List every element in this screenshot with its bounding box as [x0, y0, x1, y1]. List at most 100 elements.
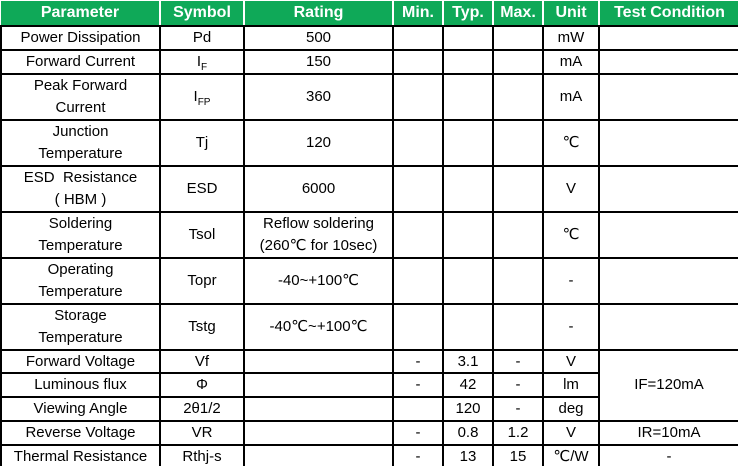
table-row-luminous-flux: Luminous flux Φ - 42 - lm — [0, 372, 738, 398]
cell-symbol: Φ — [159, 372, 245, 398]
table-row-soldering-temperature: Soldering Temperature Tsol Reflow solder… — [0, 210, 738, 259]
cell-typ — [442, 48, 494, 75]
cell-unit: mA — [542, 72, 600, 121]
cell-rating: 500 — [243, 25, 394, 51]
cell-test-condition — [598, 118, 738, 167]
col-header-test-condition: Test Condition — [598, 1, 738, 27]
cell-rating: 150 — [243, 48, 394, 75]
cell-symbol: 2θ1/2 — [159, 396, 245, 422]
cell-min: - — [392, 372, 444, 398]
cell-min — [392, 118, 444, 167]
cell-unit: deg — [542, 396, 600, 422]
cell-symbol: ESD — [159, 164, 245, 213]
cell-typ: 0.8 — [442, 419, 494, 446]
col-header-parameter: Parameter — [1, 1, 160, 27]
table-row-junction-temperature: Junction Temperature Tj 120 ℃ — [0, 118, 738, 167]
cell-rating: -40~+100℃ — [243, 256, 394, 305]
cell-parameter: Operating Temperature — [0, 256, 161, 305]
cell-symbol: Rthj-s — [159, 443, 245, 466]
header-row: Parameter Symbol Rating Min. Typ. Max. U… — [1, 1, 738, 27]
cell-parameter: Luminous flux — [0, 372, 161, 398]
cell-parameter: ESD Resistance ( HBM ) — [0, 164, 161, 213]
cell-parameter: Forward Current — [0, 48, 161, 75]
cell-typ: 120 — [442, 396, 494, 422]
cell-min: - — [392, 443, 444, 466]
table-row-forward-current: Forward Current IF 150 mA — [0, 48, 738, 75]
cell-symbol: Tj — [159, 118, 245, 167]
table-row-power-dissipation: Power Dissipation Pd 500 mW — [0, 25, 738, 51]
cell-rating: 120 — [243, 118, 394, 167]
cell-max — [492, 25, 544, 51]
cell-symbol: Vf — [159, 348, 245, 375]
col-header-rating: Rating — [243, 1, 393, 27]
cell-symbol: IFP — [159, 72, 245, 121]
col-header-symbol: Symbol — [159, 1, 244, 27]
cell-unit: V — [542, 164, 600, 213]
cell-parameter: Peak Forward Current — [0, 72, 161, 121]
cell-test-condition-merged: IF=120mA — [598, 348, 738, 422]
cell-min — [392, 164, 444, 213]
cell-typ — [442, 256, 494, 305]
cell-max — [492, 118, 544, 167]
cell-rating — [243, 372, 394, 398]
cell-max — [492, 302, 544, 351]
cell-typ — [442, 210, 494, 259]
cell-symbol: IF — [159, 48, 245, 75]
cell-min — [392, 25, 444, 51]
cell-symbol: Topr — [159, 256, 245, 305]
cell-max — [492, 164, 544, 213]
cell-parameter: Storage Temperature — [0, 302, 161, 351]
cell-parameter: Viewing Angle — [0, 396, 161, 422]
table-row-peak-forward-current: Peak Forward Current IFP 360 mA — [0, 72, 738, 121]
cell-min: - — [392, 348, 444, 375]
cell-max — [492, 48, 544, 75]
cell-unit: V — [542, 348, 600, 375]
cell-typ: 13 — [442, 443, 494, 466]
cell-test-condition — [598, 210, 738, 259]
cell-parameter: Soldering Temperature — [0, 210, 161, 259]
cell-typ — [442, 25, 494, 51]
cell-typ: 42 — [442, 372, 494, 398]
cell-rating — [243, 419, 394, 446]
cell-max: 15 — [492, 443, 544, 466]
cell-test-condition — [598, 25, 738, 51]
cell-test-condition — [598, 302, 738, 351]
table-row-storage-temperature: Storage Temperature Tstg -40℃~+100℃ - — [0, 302, 738, 351]
cell-unit: mA — [542, 48, 600, 75]
cell-typ — [442, 72, 494, 121]
cell-max — [492, 210, 544, 259]
cell-min — [392, 210, 444, 259]
cell-parameter: Thermal Resistance — [0, 443, 161, 466]
cell-min — [392, 302, 444, 351]
cell-unit: ℃ — [542, 118, 600, 167]
cell-rating: Reflow soldering (260℃ for 10sec) — [243, 210, 394, 259]
cell-min — [392, 256, 444, 305]
cell-test-condition: - — [598, 443, 738, 466]
col-header-max: Max. — [492, 1, 543, 27]
cell-test-condition — [598, 256, 738, 305]
cell-unit: ℃ — [542, 210, 600, 259]
col-header-unit: Unit — [542, 1, 599, 27]
cell-max — [492, 256, 544, 305]
cell-rating — [243, 396, 394, 422]
col-header-min: Min. — [392, 1, 443, 27]
cell-unit: lm — [542, 372, 600, 398]
cell-max: - — [492, 396, 544, 422]
cell-parameter: Reverse Voltage — [0, 419, 161, 446]
cell-unit: ℃/W — [542, 443, 600, 466]
cell-rating: 360 — [243, 72, 394, 121]
cell-unit: mW — [542, 25, 600, 51]
cell-parameter: Junction Temperature — [0, 118, 161, 167]
cell-typ — [442, 118, 494, 167]
cell-typ — [442, 164, 494, 213]
cell-symbol: Tsol — [159, 210, 245, 259]
table-row-viewing-angle: Viewing Angle 2θ1/2 120 - deg — [0, 396, 738, 422]
cell-test-condition — [598, 48, 738, 75]
cell-max: - — [492, 372, 544, 398]
table-row-operating-temperature: Operating Temperature Topr -40~+100℃ - — [0, 256, 738, 305]
col-header-typ: Typ. — [442, 1, 493, 27]
cell-symbol: Pd — [159, 25, 245, 51]
table-row-reverse-voltage: Reverse Voltage VR - 0.8 1.2 V IR=10mA — [0, 419, 738, 446]
table-row-esd-resistance: ESD Resistance ( HBM ) ESD 6000 V — [0, 164, 738, 213]
table-row-forward-voltage: Forward Voltage Vf - 3.1 - V IF=120mA — [0, 348, 738, 422]
